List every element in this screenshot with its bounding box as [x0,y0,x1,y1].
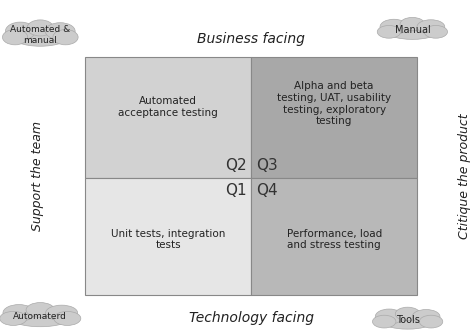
Ellipse shape [53,29,78,45]
Text: Q2: Q2 [225,157,246,173]
Ellipse shape [26,303,55,317]
Ellipse shape [27,20,54,36]
Ellipse shape [3,305,35,321]
Text: Technology facing: Technology facing [189,311,314,325]
Ellipse shape [54,312,81,325]
Ellipse shape [46,305,78,321]
Text: Automated &
manual: Automated & manual [10,25,71,45]
Bar [85,178,251,295]
Text: Tools: Tools [396,315,419,325]
Bar [251,178,417,295]
Ellipse shape [419,315,443,328]
Ellipse shape [380,19,408,35]
Ellipse shape [9,307,73,327]
Text: Q4: Q4 [256,183,278,198]
Ellipse shape [5,22,35,40]
Text: Automaterd: Automaterd [13,312,67,321]
Ellipse shape [417,20,445,34]
Ellipse shape [424,25,447,38]
Ellipse shape [412,310,440,324]
Text: Manual: Manual [394,25,430,35]
Ellipse shape [395,307,420,321]
Ellipse shape [2,29,27,45]
Text: Alpha and beta
testing, UAT, usability
testing, exploratory
testing: Alpha and beta testing, UAT, usability t… [277,81,391,126]
Ellipse shape [373,315,396,328]
Ellipse shape [375,309,403,324]
Text: Support the team: Support the team [31,121,45,231]
Ellipse shape [380,311,435,329]
Text: Business facing: Business facing [197,31,305,46]
Ellipse shape [400,17,425,31]
Text: Automated
acceptance testing: Automated acceptance testing [118,96,218,118]
Ellipse shape [385,21,440,39]
Ellipse shape [10,24,70,46]
Ellipse shape [45,23,75,40]
Text: Unit tests, integration
tests: Unit tests, integration tests [111,229,226,250]
Text: Q3: Q3 [256,157,278,173]
Text: Ctitique the product: Ctitique the product [458,113,471,239]
Bar [251,57,417,178]
Ellipse shape [0,312,27,325]
Text: Q1: Q1 [225,183,246,198]
Bar [85,57,251,178]
Text: Performance, load
and stress testing: Performance, load and stress testing [287,229,382,250]
Ellipse shape [377,25,401,38]
